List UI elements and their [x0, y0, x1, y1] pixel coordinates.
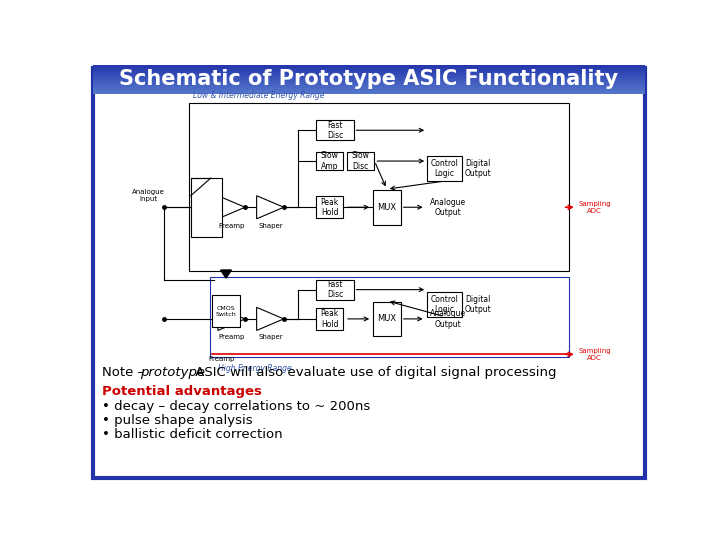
FancyBboxPatch shape [189, 103, 569, 271]
Text: Peak
Hold: Peak Hold [320, 309, 339, 329]
FancyBboxPatch shape [347, 152, 374, 170]
FancyBboxPatch shape [93, 64, 645, 66]
FancyBboxPatch shape [93, 78, 645, 79]
Text: Potential advantages: Potential advantages [102, 385, 261, 398]
Text: Slow
Amp: Slow Amp [321, 151, 339, 171]
FancyBboxPatch shape [93, 69, 645, 71]
Text: Schematic of Prototype ASIC Functionality: Schematic of Prototype ASIC Functionalit… [120, 70, 618, 90]
Text: Fast
Disc: Fast Disc [327, 120, 343, 140]
FancyBboxPatch shape [210, 276, 569, 357]
FancyBboxPatch shape [93, 89, 645, 91]
Text: MUX: MUX [377, 202, 397, 212]
FancyBboxPatch shape [373, 190, 401, 225]
Text: ASIC will also evaluate use of digital signal processing: ASIC will also evaluate use of digital s… [191, 366, 557, 379]
Text: Control
Logic: Control Logic [431, 295, 459, 314]
Text: Preamp: Preamp [209, 356, 235, 362]
FancyBboxPatch shape [93, 86, 645, 88]
FancyBboxPatch shape [93, 80, 645, 83]
Text: • ballistic deficit correction: • ballistic deficit correction [102, 428, 282, 441]
FancyBboxPatch shape [93, 79, 645, 81]
Text: MUX: MUX [377, 314, 397, 323]
Polygon shape [256, 307, 284, 330]
FancyBboxPatch shape [93, 75, 645, 77]
FancyBboxPatch shape [93, 84, 645, 85]
Text: Analogue
Output: Analogue Output [429, 198, 466, 217]
FancyBboxPatch shape [93, 76, 645, 78]
Text: Analogue
Input: Analogue Input [132, 189, 165, 202]
Text: Shaper: Shaper [259, 334, 284, 340]
FancyBboxPatch shape [93, 72, 645, 73]
Polygon shape [218, 195, 245, 219]
FancyBboxPatch shape [316, 120, 354, 140]
Text: Slow
Disc: Slow Disc [352, 151, 370, 171]
FancyBboxPatch shape [93, 91, 645, 92]
Text: Shaper: Shaper [259, 222, 284, 228]
Text: Preamp: Preamp [218, 334, 245, 340]
Text: • pulse shape analysis: • pulse shape analysis [102, 414, 252, 427]
FancyBboxPatch shape [316, 197, 343, 218]
Text: Analogue
Output: Analogue Output [429, 309, 466, 329]
FancyBboxPatch shape [427, 157, 462, 181]
Text: Note –: Note – [102, 366, 148, 379]
Text: High Energy Range: High Energy Range [218, 363, 292, 373]
Text: Peak
Hold: Peak Hold [320, 198, 339, 217]
Polygon shape [256, 195, 284, 219]
Text: prototype: prototype [140, 366, 204, 379]
FancyBboxPatch shape [93, 70, 645, 72]
FancyBboxPatch shape [427, 292, 462, 316]
FancyBboxPatch shape [316, 308, 343, 330]
FancyBboxPatch shape [93, 68, 645, 69]
FancyBboxPatch shape [316, 152, 343, 170]
Text: Control
Logic: Control Logic [431, 159, 459, 178]
Text: Fast
Disc: Fast Disc [327, 280, 343, 299]
FancyBboxPatch shape [93, 92, 645, 94]
FancyBboxPatch shape [93, 88, 645, 90]
FancyBboxPatch shape [93, 73, 645, 75]
FancyBboxPatch shape [93, 85, 645, 87]
FancyBboxPatch shape [93, 66, 645, 68]
Polygon shape [220, 270, 231, 278]
Text: Digital
Output: Digital Output [464, 159, 491, 178]
FancyBboxPatch shape [191, 178, 222, 237]
Text: Digital
Output: Digital Output [464, 295, 491, 314]
Text: Preamp: Preamp [218, 222, 245, 228]
Text: Low & Intermediate Energy Range: Low & Intermediate Energy Range [193, 91, 325, 100]
FancyBboxPatch shape [212, 295, 240, 327]
Text: Sampling
ADC: Sampling ADC [578, 348, 611, 361]
FancyBboxPatch shape [93, 82, 645, 84]
FancyBboxPatch shape [373, 301, 401, 336]
Polygon shape [218, 307, 245, 330]
Text: • decay – decay correlations to ~ 200ns: • decay – decay correlations to ~ 200ns [102, 400, 370, 413]
Text: Sampling
ADC: Sampling ADC [578, 201, 611, 214]
FancyBboxPatch shape [316, 280, 354, 300]
Text: CMOS
Switch: CMOS Switch [215, 306, 236, 316]
